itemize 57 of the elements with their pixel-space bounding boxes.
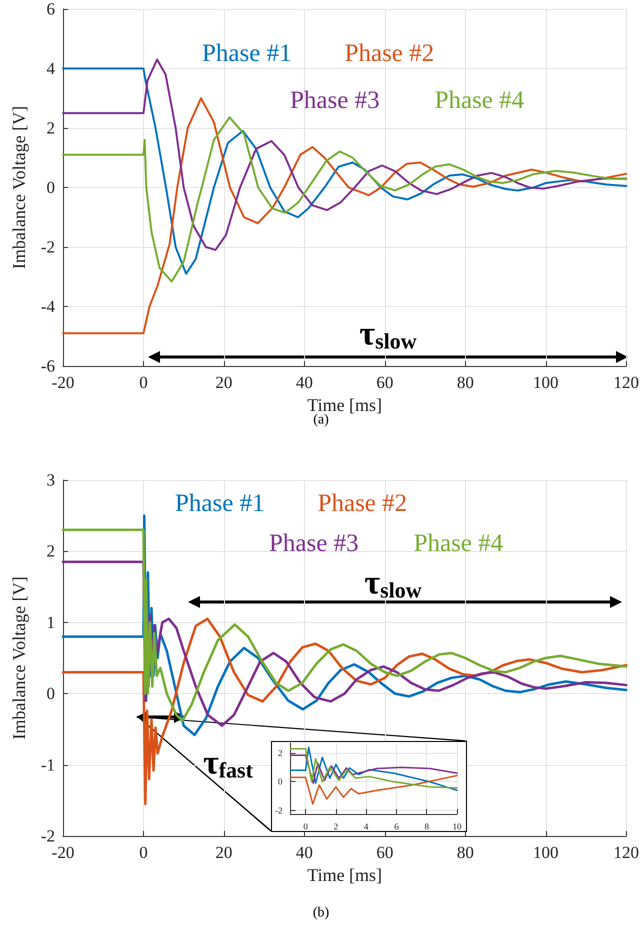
y-tick-label: 3 — [46, 470, 55, 490]
series-label: Phase #3 — [290, 87, 380, 114]
x-tick-label: 80 — [456, 843, 474, 862]
text: Phase #1 — [202, 40, 292, 67]
y-tick-label: 0 — [278, 776, 283, 787]
text: Phase #4 — [434, 87, 525, 114]
y-tick-label: -2 — [274, 805, 282, 816]
text: Phase #2 — [344, 40, 434, 67]
x-tick-label: 40 — [296, 843, 313, 862]
x-tick-label: 60 — [376, 843, 394, 862]
y-tick-label: 0 — [46, 684, 55, 704]
y-axis-title: Imbalance Voltage [V] — [9, 576, 29, 740]
y-tick-label: 2 — [46, 542, 55, 561]
y-tick-label: 0 — [46, 178, 55, 197]
y-tick-label: -2 — [40, 238, 55, 256]
x-axis-title: Time [ms] — [307, 865, 382, 885]
x-tick-label: 20 — [215, 373, 232, 392]
x-tick-label: -20 — [52, 373, 74, 392]
x-tick-label: 20 — [215, 843, 232, 862]
y-tick-label: 2 — [278, 748, 282, 758]
x-tick-label: 40 — [296, 373, 313, 392]
y-tick-label: -4 — [40, 297, 56, 316]
text: (b) — [312, 906, 330, 920]
x-tick-label: 4 — [364, 822, 369, 832]
line-series — [62, 618, 628, 806]
text: Phase #4 — [414, 530, 504, 557]
x-tick-label: 120 — [614, 843, 639, 862]
y-tick-label: -1 — [40, 755, 55, 774]
series-label: Phase #1 — [175, 490, 265, 517]
x-tick-label: 60 — [376, 373, 394, 392]
x-tick-label: 0 — [139, 843, 148, 862]
x-tick-label: 2 — [334, 822, 338, 832]
x-tick-label: 100 — [533, 373, 559, 392]
y-tick-label: 1 — [46, 612, 55, 632]
y-tick-label: 2 — [46, 118, 55, 138]
y-tick-label: -6 — [40, 356, 55, 376]
x-tick-label: 8 — [424, 822, 430, 832]
x-tick-label: 0 — [139, 373, 148, 392]
y-tick-label: -2 — [40, 826, 55, 846]
y-tick-label: 4 — [46, 59, 56, 78]
x-tick-label: 100 — [533, 843, 559, 862]
x-axis-title: Time [ms] — [307, 395, 382, 415]
x-tick-label: 80 — [456, 373, 474, 392]
text: Phase #3 — [269, 530, 359, 557]
x-tick-label: 120 — [614, 373, 639, 392]
text: (a) — [313, 412, 330, 428]
x-tick-label: 0 — [303, 822, 308, 832]
y-tick-label: 6 — [46, 0, 55, 18]
line-series — [62, 68, 628, 275]
line-series — [62, 116, 628, 283]
x-tick-label: -20 — [52, 843, 74, 862]
x-tick-label: 10 — [452, 822, 462, 832]
x-tick-label: 6 — [394, 822, 400, 832]
text: Phase #2 — [318, 490, 408, 517]
line-series — [290, 754, 458, 784]
y-axis-title: Imbalance Voltage [V] — [9, 106, 29, 270]
line-series — [290, 774, 458, 805]
